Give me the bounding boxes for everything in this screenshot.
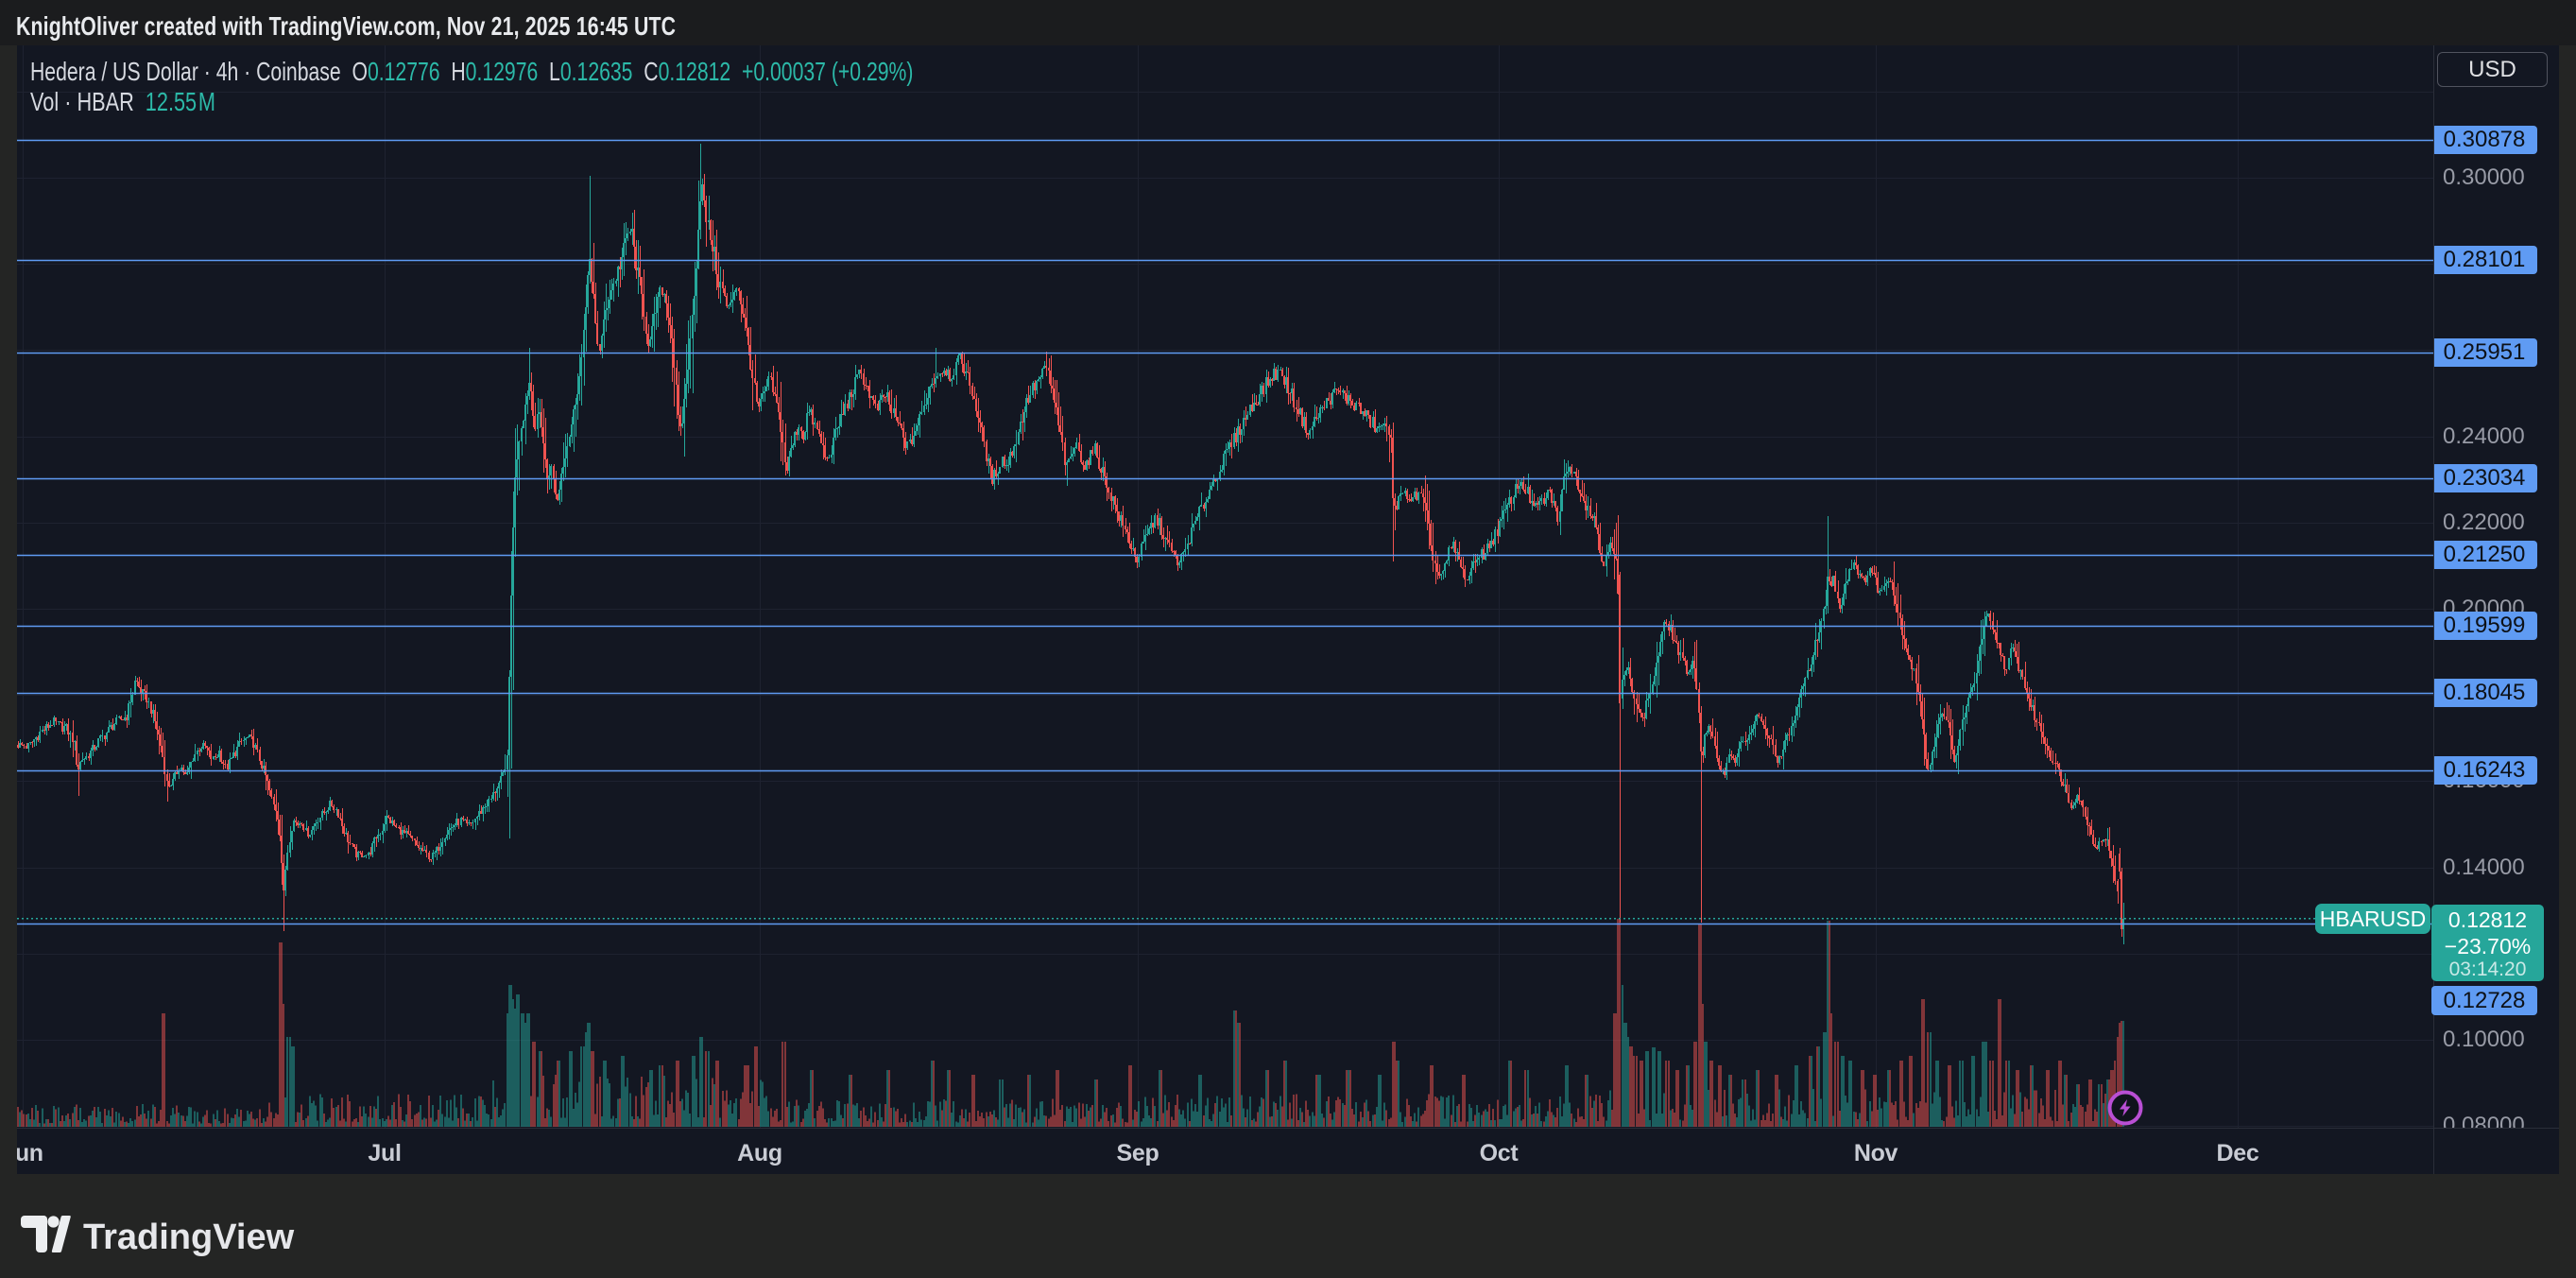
svg-text:TradingView: TradingView — [83, 1218, 295, 1256]
